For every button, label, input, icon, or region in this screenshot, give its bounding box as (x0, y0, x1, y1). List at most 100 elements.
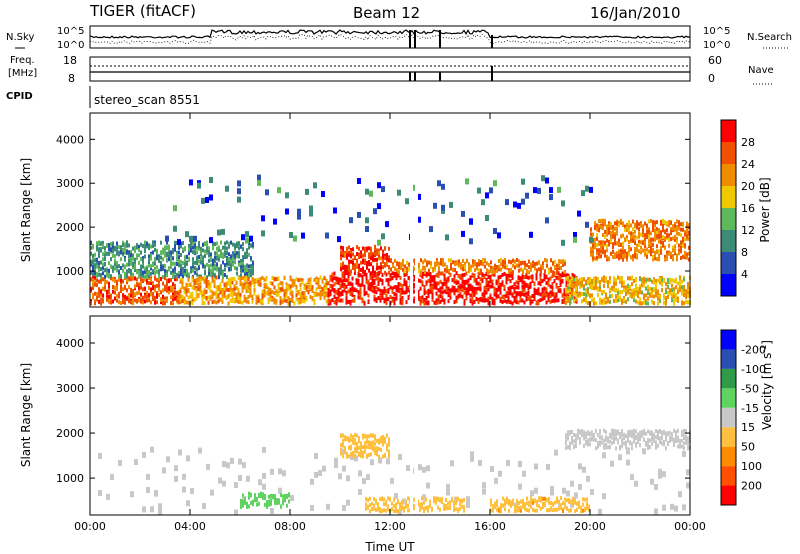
heatmap-cell (463, 508, 465, 513)
heatmap-cell (286, 493, 288, 498)
heatmap-cell (340, 262, 342, 267)
heatmap-cell (289, 284, 292, 289)
heatmap-cell (280, 504, 282, 509)
heatmap-cell (592, 257, 594, 262)
heatmap-cell (456, 261, 458, 266)
heatmap-cell (393, 292, 396, 296)
heatmap-cell (104, 281, 106, 286)
heatmap-cell (102, 298, 104, 303)
heatmap-cell (662, 243, 664, 248)
heatmap-cell (606, 238, 608, 243)
heatmap-cell (593, 301, 595, 306)
heatmap-cell (548, 496, 550, 501)
heatmap-cell (443, 298, 446, 303)
heatmap-cell (450, 460, 454, 467)
heatmap-cell (301, 278, 304, 283)
heatmap-cell (487, 283, 490, 287)
heatmap-cell (502, 263, 504, 267)
heatmap-cell (347, 278, 350, 283)
heatmap-cell (309, 295, 312, 299)
nave-tick-high: 60 (708, 54, 722, 67)
heatmap-cell (191, 295, 194, 300)
heatmap-cell (636, 220, 638, 225)
heatmap-cell (660, 249, 662, 254)
heatmap-cell (605, 445, 607, 450)
heatmap-cell (401, 290, 404, 295)
heatmap-cell (291, 299, 294, 304)
heatmap-cell (382, 265, 384, 270)
heatmap-cell (535, 272, 538, 277)
heatmap-cell (611, 428, 613, 433)
heatmap-cell (418, 464, 422, 471)
heatmap-cell (219, 286, 222, 291)
heatmap-cell (150, 253, 152, 258)
heatmap-cell (98, 279, 100, 284)
heatmap-cell (246, 266, 248, 271)
heatmap-cell (248, 495, 250, 500)
heatmap-cell (609, 287, 611, 292)
heatmap-cell (569, 431, 571, 436)
heatmap-cell (552, 261, 554, 265)
heatmap-cell (439, 286, 442, 291)
heatmap-cell (678, 231, 680, 236)
heatmap-cell (239, 276, 242, 281)
heatmap-cell (535, 288, 538, 293)
heatmap-cell (503, 271, 506, 276)
heatmap-cell (647, 288, 649, 293)
heatmap-cell (374, 244, 376, 249)
heatmap-cell (104, 287, 106, 292)
heatmap-cell (510, 501, 512, 506)
heatmap-cell (462, 264, 464, 268)
heatmap-cell (549, 194, 553, 201)
heatmap-cell (134, 257, 136, 262)
heatmap-cell (453, 500, 455, 505)
heatmap-cell (640, 250, 642, 255)
heatmap-cell (114, 262, 116, 267)
heatmap-cell (621, 300, 623, 305)
heatmap-cell (365, 272, 368, 277)
heatmap-cell (419, 301, 422, 306)
heatmap-cell (497, 278, 500, 283)
heatmap-cell (218, 275, 220, 280)
heatmap-cell (183, 297, 186, 302)
heatmap-cell (144, 286, 146, 291)
heatmap-cell (660, 240, 662, 245)
heatmap-cell (459, 293, 462, 298)
heatmap-cell (345, 299, 348, 304)
heatmap-cell (333, 271, 336, 276)
heatmap-cell (154, 271, 156, 275)
heatmap-cell (476, 263, 478, 268)
heatmap-cell (100, 301, 102, 306)
heatmap-cell (633, 279, 635, 283)
heatmap-cell (244, 496, 246, 501)
heatmap-cell (130, 290, 132, 294)
heatmap-cell (606, 232, 608, 237)
heatmap-cell (190, 488, 194, 495)
heatmap-cell (389, 295, 392, 299)
heatmap-cell (518, 501, 520, 505)
heatmap-cell (365, 506, 367, 511)
heatmap-cell (609, 299, 611, 304)
heatmap-cell (354, 271, 356, 275)
heatmap-cell (449, 288, 452, 293)
heatmap-cell (592, 252, 594, 257)
heatmap-cell (652, 228, 654, 232)
heatmap-cell (337, 236, 341, 243)
heatmap-cell (341, 298, 344, 303)
heatmap-cell (577, 435, 579, 440)
colorbar-tick-label: 16 (741, 202, 755, 215)
heatmap-cell (626, 222, 628, 227)
heatmap-cell (189, 235, 193, 242)
heatmap-cell (429, 289, 432, 294)
heatmap-cell (583, 277, 585, 282)
heatmap-cell (678, 491, 682, 498)
heatmap-cell (655, 279, 657, 283)
heatmap-cell (90, 299, 92, 303)
heatmap-cell (256, 497, 258, 501)
heatmap-cell (275, 301, 278, 306)
heatmap-cell (660, 230, 662, 235)
heatmap-cell (670, 237, 672, 242)
heatmap-cell (162, 294, 164, 299)
heatmap-cell (228, 252, 230, 257)
heatmap-cell (189, 282, 192, 287)
